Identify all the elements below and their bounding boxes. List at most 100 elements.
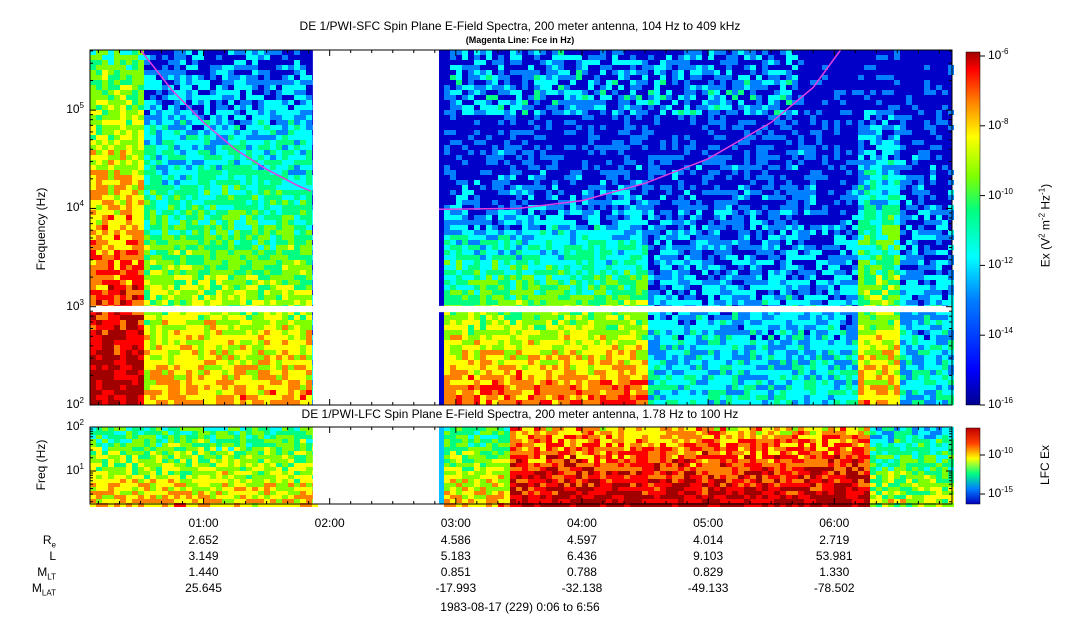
sfc-cell [522, 295, 528, 300]
sfc-cell [186, 90, 192, 95]
sfc-cell [150, 180, 156, 185]
sfc-cell [246, 385, 252, 390]
sfc-cell [642, 250, 648, 255]
sfc-cell [120, 355, 126, 360]
sfc-cell [294, 340, 300, 345]
sfc-cell [618, 285, 624, 290]
sfc-cell [234, 80, 240, 85]
sfc-cell [648, 365, 654, 370]
sfc-cell [102, 260, 108, 265]
sfc-cell [672, 295, 678, 300]
sfc-cell [90, 220, 96, 225]
sfc-cell [294, 160, 300, 165]
sfc-cell [234, 180, 240, 185]
sfc-cell [528, 245, 534, 250]
sfc-cell [540, 90, 546, 95]
sfc-cell [228, 175, 234, 180]
sfc-cell [228, 400, 234, 405]
sfc-cell [486, 285, 492, 290]
sfc-cell [486, 355, 492, 360]
sfc-cell [618, 110, 624, 115]
sfc-cell [240, 310, 246, 315]
sfc-cell [198, 75, 204, 80]
sfc-cell [582, 335, 588, 340]
sfc-cell [474, 200, 480, 205]
sfc-cell [594, 105, 600, 110]
sfc-cell [696, 330, 702, 335]
sfc-cell [192, 240, 198, 245]
sfc-cell [108, 95, 114, 100]
sfc-cell [108, 255, 114, 260]
sfc-cell [684, 335, 690, 340]
sfc-cell [162, 340, 168, 345]
sfc-cell [468, 250, 474, 255]
sfc-cell [258, 355, 264, 360]
sfc-cell [492, 150, 498, 155]
sfc-cell [684, 220, 690, 225]
sfc-cell [96, 265, 102, 270]
sfc-cell [144, 105, 150, 110]
sfc-cell [624, 335, 630, 340]
sfc-cell [480, 150, 486, 155]
sfc-cell [630, 235, 636, 240]
sfc-cell [288, 265, 294, 270]
sfc-cell [264, 160, 270, 165]
sfc-cell [204, 260, 210, 265]
sfc-cell [450, 240, 456, 245]
sfc-cell [540, 365, 546, 370]
sfc-cell [102, 385, 108, 390]
sfc-cell [672, 400, 678, 405]
sfc-cell [186, 85, 192, 90]
sfc-cell [654, 385, 660, 390]
sfc-cell [210, 125, 216, 130]
sfc-cell [138, 335, 144, 340]
sfc-cell [570, 250, 576, 255]
sfc-cell [96, 215, 102, 220]
sfc-cell [462, 390, 468, 395]
sfc-cell [228, 190, 234, 195]
sfc-cell [114, 285, 120, 290]
sfc-cell [450, 265, 456, 270]
sfc-cell [264, 205, 270, 210]
sfc-cell [300, 370, 306, 375]
sfc-cell [714, 390, 720, 395]
sfc-cell [90, 240, 96, 245]
sfc-cell [174, 50, 180, 55]
sfc-cell [174, 215, 180, 220]
sfc-cell [144, 260, 150, 265]
sfc-cell [102, 140, 108, 145]
sfc-cell [156, 275, 162, 280]
sfc-cell [492, 300, 498, 305]
sfc-cell [504, 240, 510, 245]
sfc-cell [108, 90, 114, 95]
sfc-cell [588, 320, 594, 325]
sfc-cell [234, 285, 240, 290]
sfc-cell [90, 285, 96, 290]
sfc-cell [222, 120, 228, 125]
sfc-cell [504, 280, 510, 285]
sfc-cell [480, 185, 486, 190]
sfc-cell [570, 325, 576, 330]
sfc-cell [534, 370, 540, 375]
sfc-cell [174, 250, 180, 255]
sfc-cell [618, 200, 624, 205]
sfc-cell [714, 215, 720, 220]
sfc-cell [282, 250, 288, 255]
sfc-cell [156, 400, 162, 405]
sfc-cell [522, 130, 528, 135]
sfc-cell [552, 75, 558, 80]
sfc-cell [168, 295, 174, 300]
sfc-cell [300, 135, 306, 140]
sfc-cell [108, 240, 114, 245]
sfc-cell [666, 260, 672, 265]
sfc-cell [678, 225, 684, 230]
sfc-cell [582, 400, 588, 405]
sfc-cell [132, 115, 138, 120]
sfc-cell [480, 265, 486, 270]
sfc-cell [522, 335, 528, 340]
sfc-cell [534, 75, 540, 80]
sfc-cell [594, 185, 600, 190]
sfc-cell [102, 150, 108, 155]
sfc-cell [102, 240, 108, 245]
sfc-cell [486, 325, 492, 330]
